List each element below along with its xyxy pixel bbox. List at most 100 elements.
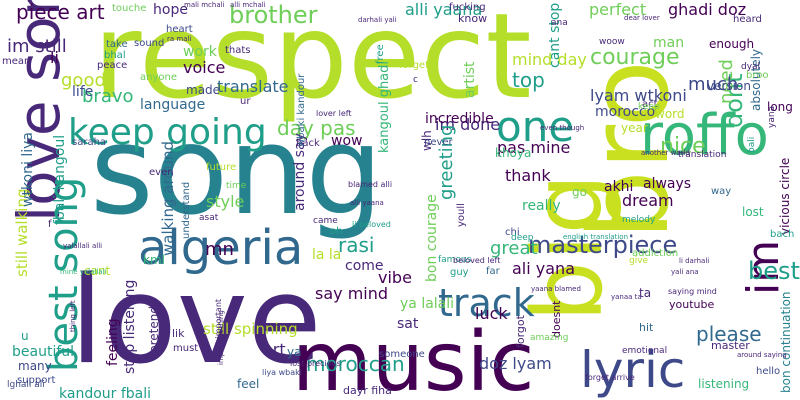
word-cant-stop: cant stop	[547, 2, 563, 68]
word-mind-day: mind day	[512, 50, 587, 69]
word-bali: bali	[747, 136, 757, 153]
word-say-mind: say mind	[315, 284, 389, 303]
word-man: man	[653, 35, 685, 51]
word-woow: woow	[599, 37, 625, 47]
word-khoya: khoya	[495, 146, 532, 160]
word-blamed-alli: blamed alli	[348, 180, 393, 189]
word-voice: voice	[183, 58, 226, 77]
word-heard: heard	[733, 14, 762, 25]
word-asat: asat	[199, 213, 219, 223]
word-u: u	[21, 329, 29, 343]
word-best: best	[748, 257, 800, 285]
word-yali-ana: yali ana	[671, 268, 699, 276]
word-saying-mind: saying mind	[668, 287, 717, 296]
word-master: master	[711, 339, 750, 352]
word-wtkoni-liya: wtkoni liya	[20, 132, 36, 207]
word-melody: melody	[622, 215, 656, 225]
word-touche: touche	[112, 3, 147, 14]
word-language: language	[140, 97, 206, 113]
word-important-thing: important thing	[217, 310, 225, 365]
word-stop-listening: stop listening	[122, 279, 138, 374]
word-listening: listening	[698, 377, 750, 391]
word-understand: understand	[181, 181, 192, 239]
word-vibe: vibe	[378, 268, 412, 287]
word-dyal: dyal	[741, 62, 761, 72]
word-many: many	[18, 359, 52, 373]
word-liya-wbaki: liya wbaki	[262, 368, 303, 377]
word-enough: enough	[709, 37, 755, 51]
word-wow: wow	[331, 133, 363, 149]
word-ali-yana: ali yana	[512, 259, 575, 278]
word-back: back	[296, 138, 320, 149]
word-time: time	[226, 181, 247, 191]
word-pas-mine: pas mine	[497, 138, 571, 157]
word-around-saying: around saying	[737, 351, 787, 359]
word-act: act	[642, 99, 658, 110]
word-ta: ta	[639, 286, 652, 300]
word-cant: cant	[84, 264, 111, 278]
word-way: way	[711, 186, 732, 197]
word-bravo: bravo	[82, 86, 134, 107]
word-forgot: forgot	[514, 315, 527, 348]
word-song: song	[90, 100, 383, 242]
word-mali-mchali: mali mchali	[184, 1, 225, 9]
word-youtube: youtube	[669, 298, 715, 311]
word-lover-left: lover left	[316, 109, 352, 118]
word-still-spinning: still spinning	[203, 320, 298, 338]
word-vicious-circle: vicious circle	[778, 157, 792, 235]
word-thats: thats	[225, 45, 251, 56]
word-lyric: lyric	[580, 341, 686, 399]
word-long: long	[767, 100, 793, 114]
word-f: f	[48, 219, 52, 230]
word-heart: heart	[166, 24, 193, 35]
word-akhi: akhi	[604, 179, 634, 195]
word-nice: nice	[660, 134, 706, 159]
word-must: must	[173, 343, 199, 354]
word-came: came	[313, 216, 338, 226]
word-greeting: greeting	[436, 124, 457, 200]
word-life: life	[72, 84, 94, 100]
word-support: support	[17, 375, 56, 386]
word-lghali-ali: lghali ali	[7, 380, 45, 390]
word-english-translation: english translation	[563, 233, 629, 241]
word-future: future	[206, 162, 237, 173]
word-ya-lalali: ya lalali	[400, 296, 455, 312]
word-ghadi-doz: ghadi doz	[668, 0, 747, 19]
word-work: work	[183, 44, 217, 60]
word-la-la: la la	[312, 247, 342, 263]
word-another-world: another world	[641, 149, 690, 157]
word-version: version	[707, 79, 751, 93]
word-guy: guy	[450, 267, 469, 278]
word-hit: hit	[639, 321, 654, 334]
word-please: please	[696, 322, 762, 346]
word-rasi: rasi	[338, 233, 375, 257]
word-take: take	[106, 39, 128, 50]
word-alli-yaana: alli yaana	[405, 0, 483, 19]
word-word: word	[655, 107, 685, 121]
word-sat: sat	[397, 316, 419, 332]
word-even-though: even though	[540, 124, 585, 132]
word-addiction: addiction	[632, 248, 679, 259]
word-dear-lover: dear lover	[624, 14, 660, 22]
word-chi: chi	[505, 227, 520, 238]
word-roffo: roffo	[640, 103, 769, 168]
word-oh: oh	[330, 226, 343, 237]
word-doz-lyam: doz lyam	[479, 354, 552, 373]
word-courage: courage	[590, 45, 680, 70]
word-feel: feel	[237, 377, 260, 391]
word-beloved-left: beloved left	[453, 256, 501, 265]
word-track: track	[438, 281, 535, 325]
word-piece-art: piece art	[16, 0, 105, 24]
word-one: one	[496, 102, 575, 151]
word-hello: hello	[756, 366, 781, 377]
word-love: love	[70, 252, 322, 391]
word-alli-mchali: alli mchali	[230, 1, 266, 9]
word-style: style	[206, 192, 245, 211]
word-deep: deep	[511, 233, 534, 243]
word-mine-yalallali: mine yalallali	[60, 268, 107, 276]
word-come: come	[345, 258, 384, 274]
word-youll: youll	[456, 203, 467, 227]
word-music: music	[292, 315, 535, 400]
word-top: top	[512, 68, 545, 92]
